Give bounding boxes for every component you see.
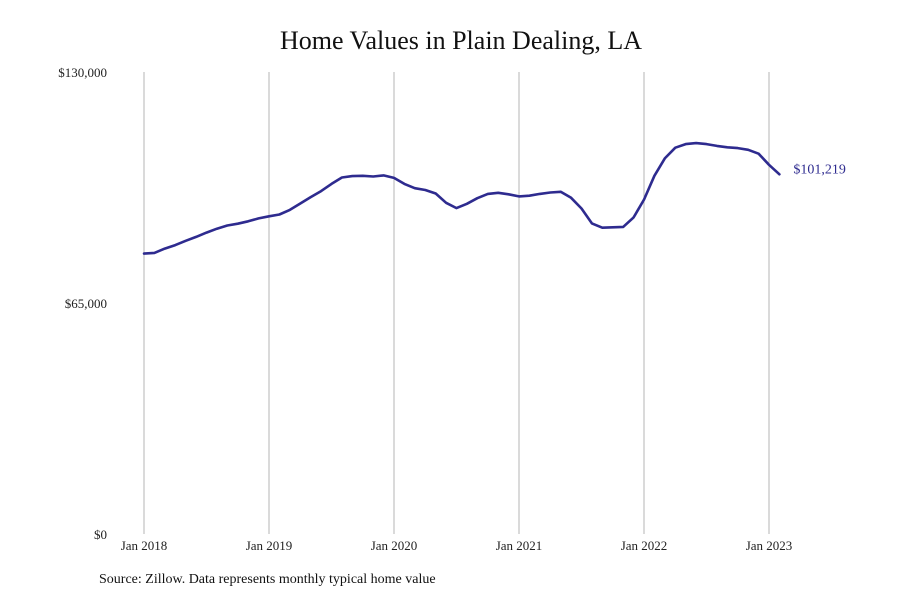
x-tick-label-4: Jan 2022	[621, 538, 668, 553]
x-tick-label-0: Jan 2018	[121, 538, 168, 553]
source-note: Source: Zillow. Data represents monthly …	[99, 572, 436, 587]
y-axis-ticks: $0 $65,000 $130,000	[58, 65, 107, 542]
y-tick-label-2: $130,000	[58, 65, 107, 80]
x-tick-label-3: Jan 2021	[496, 538, 543, 553]
series-line-home-value	[142, 141, 781, 255]
y-tick-label-0: $0	[94, 527, 107, 542]
chart-title: Home Values in Plain Dealing, LA	[279, 26, 643, 55]
x-tick-label-1: Jan 2019	[246, 538, 293, 553]
x-tick-label-2: Jan 2020	[371, 538, 418, 553]
last-value-label: $101,219	[793, 162, 846, 177]
x-axis-ticks: Jan 2018 Jan 2019 Jan 2020 Jan 2021 Jan 2022…	[121, 538, 793, 553]
x-tick-label-5: Jan 2023	[746, 538, 793, 553]
vertical-gridlines	[143, 72, 770, 534]
y-tick-label-1: $65,000	[65, 296, 107, 311]
